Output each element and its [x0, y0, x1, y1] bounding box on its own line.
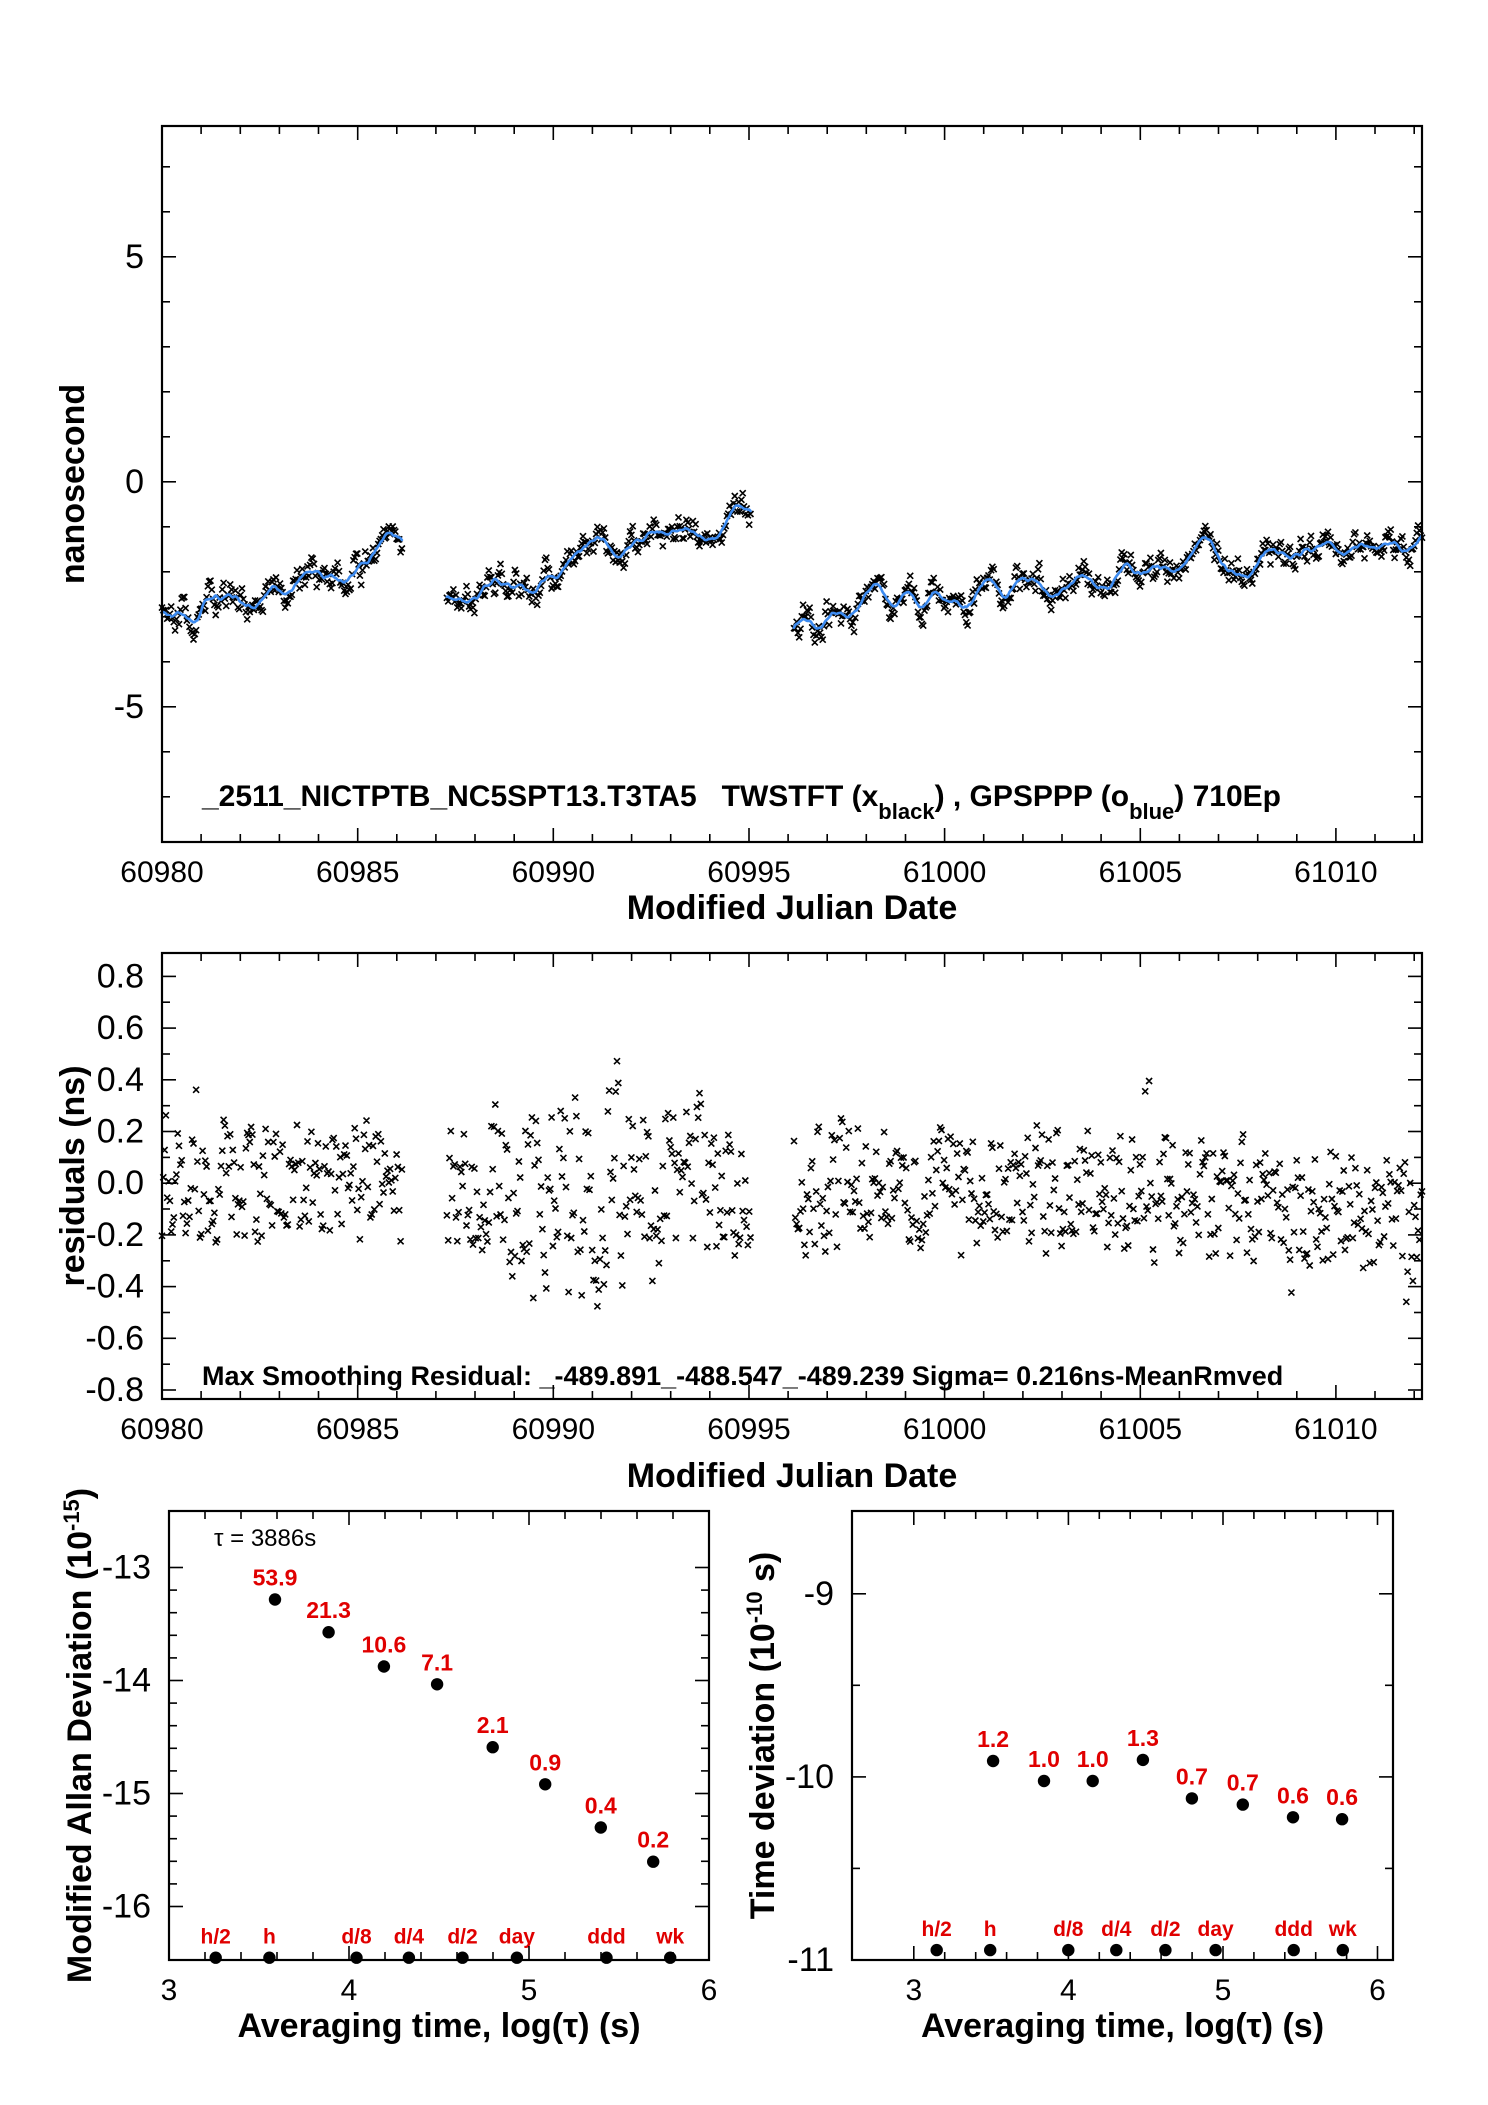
- svg-text:-0.4: -0.4: [85, 1268, 144, 1306]
- svg-text:Averaging time, log(τ) (s): Averaging time, log(τ) (s): [237, 2007, 640, 2045]
- svg-text:0.7: 0.7: [1176, 1763, 1208, 1789]
- svg-text:-11: -11: [787, 1941, 834, 1979]
- svg-text:61005: 61005: [1099, 1413, 1182, 1446]
- svg-text:0.8: 0.8: [97, 957, 144, 995]
- svg-text:d/4: d/4: [1101, 1918, 1132, 1941]
- svg-text:0.6: 0.6: [1326, 1784, 1358, 1810]
- svg-text:60980: 60980: [120, 856, 203, 889]
- svg-text:6: 6: [1369, 1974, 1386, 2007]
- svg-text:h: h: [984, 1918, 997, 1941]
- svg-text:0.4: 0.4: [97, 1061, 144, 1099]
- svg-text:d/4: d/4: [394, 1926, 425, 1949]
- svg-text:τ = 3886s: τ = 3886s: [214, 1525, 316, 1552]
- svg-text:1.0: 1.0: [1077, 1746, 1109, 1772]
- svg-text:day: day: [499, 1926, 536, 1949]
- svg-text:61000: 61000: [903, 1413, 986, 1446]
- svg-text:h/2: h/2: [922, 1918, 952, 1941]
- svg-text:60985: 60985: [316, 856, 399, 889]
- svg-text:53.9: 53.9: [253, 1565, 298, 1591]
- svg-text:-0.8: -0.8: [85, 1371, 144, 1409]
- svg-text:21.3: 21.3: [306, 1597, 351, 1623]
- svg-text:61005: 61005: [1099, 856, 1182, 889]
- svg-text:ddd: ddd: [587, 1926, 625, 1949]
- svg-text:3: 3: [905, 1974, 922, 2007]
- svg-text:0: 0: [125, 463, 144, 501]
- svg-text:4: 4: [341, 1974, 358, 2007]
- svg-text:60990: 60990: [512, 856, 595, 889]
- svg-text:d/8: d/8: [341, 1926, 372, 1949]
- svg-text:61010: 61010: [1294, 1413, 1377, 1446]
- svg-text:wk: wk: [1328, 1918, 1357, 1941]
- svg-text:1.2: 1.2: [977, 1726, 1009, 1752]
- svg-text:wk: wk: [655, 1926, 684, 1949]
- svg-text:Modified Julian Date: Modified Julian Date: [627, 889, 958, 927]
- svg-text:5: 5: [1215, 1974, 1232, 2007]
- svg-text:-0.2: -0.2: [85, 1216, 144, 1254]
- svg-text:4: 4: [1060, 1974, 1077, 2007]
- svg-text:60980: 60980: [120, 1413, 203, 1446]
- svg-text:1.0: 1.0: [1028, 1746, 1060, 1772]
- svg-text:3: 3: [161, 1974, 178, 2007]
- svg-text:-10: -10: [785, 1758, 834, 1796]
- svg-text:-9: -9: [804, 1575, 834, 1613]
- svg-text:h: h: [263, 1926, 276, 1949]
- svg-text:0.6: 0.6: [1277, 1782, 1309, 1808]
- svg-text:d/8: d/8: [1053, 1918, 1084, 1941]
- svg-text:-5: -5: [114, 688, 144, 726]
- svg-text:d/2: d/2: [447, 1926, 477, 1949]
- svg-text:0.2: 0.2: [97, 1113, 144, 1151]
- svg-text:2.1: 2.1: [477, 1712, 509, 1738]
- svg-text:0.4: 0.4: [585, 1793, 617, 1819]
- svg-text:-16: -16: [102, 1888, 151, 1926]
- svg-text:residuals (ns): residuals (ns): [54, 1065, 92, 1286]
- svg-text:0.0: 0.0: [97, 1164, 144, 1202]
- svg-text:0.2: 0.2: [637, 1827, 669, 1853]
- svg-text:Averaging time, log(τ) (s): Averaging time, log(τ) (s): [921, 2007, 1324, 2045]
- svg-text:60985: 60985: [316, 1413, 399, 1446]
- svg-text:-13: -13: [102, 1549, 151, 1587]
- svg-text:0.6: 0.6: [97, 1009, 144, 1047]
- svg-text:61000: 61000: [903, 856, 986, 889]
- svg-text:ddd: ddd: [1274, 1918, 1312, 1941]
- svg-text:6: 6: [701, 1974, 718, 2007]
- svg-text:h/2: h/2: [201, 1926, 231, 1949]
- svg-text:day: day: [1198, 1918, 1235, 1941]
- svg-text:0.7: 0.7: [1227, 1770, 1259, 1796]
- svg-text:61010: 61010: [1294, 856, 1377, 889]
- svg-text:-14: -14: [102, 1662, 151, 1700]
- svg-text:Modified Julian Date: Modified Julian Date: [627, 1457, 958, 1495]
- svg-text:-0.6: -0.6: [85, 1319, 144, 1357]
- svg-text:10.6: 10.6: [362, 1632, 407, 1658]
- svg-text:5: 5: [521, 1974, 538, 2007]
- svg-text:60995: 60995: [707, 856, 790, 889]
- svg-text:5: 5: [125, 238, 144, 276]
- svg-text:nanosecond: nanosecond: [54, 384, 92, 584]
- svg-text:Max Smoothing Residual: _-489.: Max Smoothing Residual: _-489.891_-488.5…: [202, 1361, 1283, 1391]
- svg-text:60990: 60990: [512, 1413, 595, 1446]
- svg-text:d/2: d/2: [1150, 1918, 1180, 1941]
- svg-text:Modified Allan Deviation (10-1: Modified Allan Deviation (10-15): [59, 1488, 100, 1983]
- svg-text:60995: 60995: [707, 1413, 790, 1446]
- svg-text:7.1: 7.1: [421, 1649, 453, 1675]
- svg-text:-15: -15: [102, 1775, 151, 1813]
- svg-text:1.3: 1.3: [1127, 1725, 1159, 1751]
- svg-text:0.9: 0.9: [529, 1749, 561, 1775]
